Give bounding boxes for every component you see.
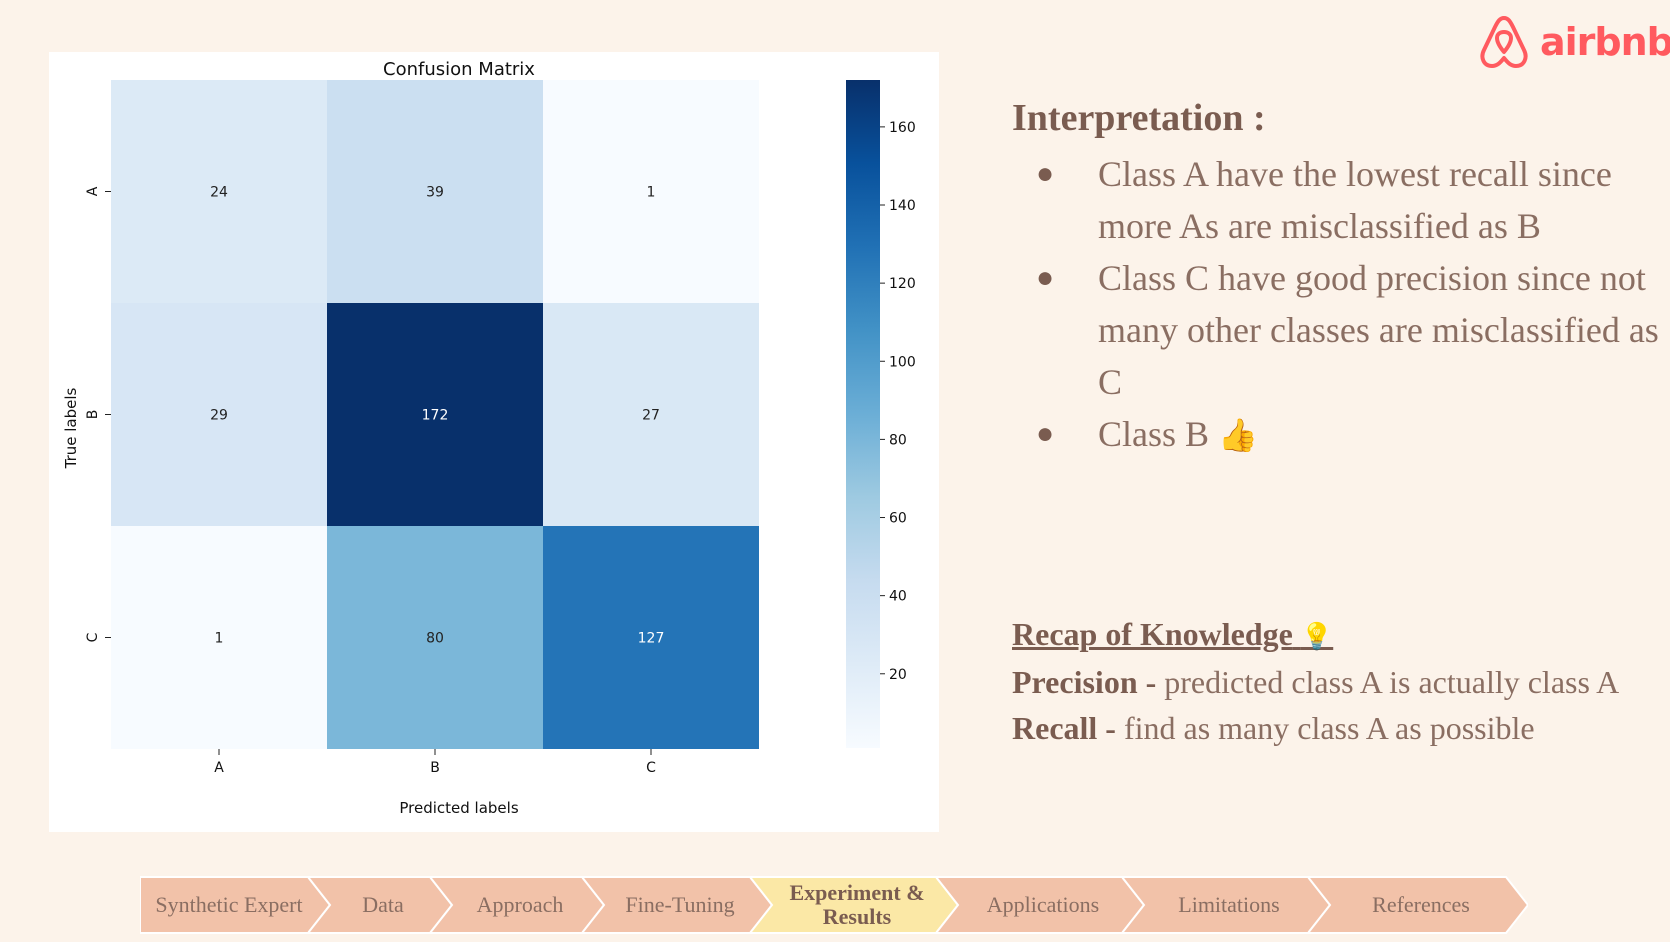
x-axis-label: Predicted labels (399, 799, 518, 817)
section-nav: Synthetic Expert Data Approach Fine-Tuning E… (140, 876, 1528, 934)
nav-step-label: Applications (986, 892, 1100, 917)
airbnb-belo-icon (1480, 16, 1528, 68)
cell-value-label: 172 (422, 408, 449, 424)
cell-value-label: 1 (215, 631, 224, 647)
x-tick-label: C (646, 760, 656, 776)
heatmap-cell (111, 303, 327, 526)
cell-value-label: 1 (647, 185, 656, 201)
y-tick-label: B (85, 410, 101, 420)
heatmap-cell (543, 303, 759, 526)
recap-definition: find as many class A as possible (1115, 710, 1535, 746)
heatmap-cell (327, 303, 543, 526)
nav-step-synthetic-expert[interactable]: Synthetic Expert (140, 876, 330, 934)
colorbar-tick-label: 140 (889, 198, 916, 214)
colorbar-tick-label: 20 (889, 667, 907, 683)
interpretation-text: Class C have good precision since not ma… (1098, 258, 1659, 402)
cell-value-label: 80 (426, 631, 444, 647)
interpretation-item: ● Class B 👍 (1012, 408, 1662, 461)
heatmap-cell (327, 80, 543, 303)
recap-precision: Precision - predicted class A is actuall… (1012, 659, 1662, 705)
recap-recall: Recall - find as many class A as possibl… (1012, 705, 1662, 751)
nav-step-label: References (1372, 892, 1470, 917)
interpretation-text: Class A have the lowest recall since mor… (1098, 154, 1612, 246)
y-tick-label: A (85, 186, 101, 196)
recap-section: Recap of Knowledge 💡 Precision - predict… (1012, 612, 1662, 751)
colorbar-tick-label: 60 (889, 511, 907, 527)
nav-step-label: Approach (476, 892, 564, 917)
colorbar-tick-label: 160 (889, 120, 916, 136)
cell-value-label: 29 (210, 408, 228, 424)
interpretation-title: Interpretation : (1012, 97, 1266, 139)
cell-value-label: 27 (642, 408, 660, 424)
nav-step-experiment-results[interactable]: Experiment & Results (750, 876, 958, 934)
colorbar-tick-label: 120 (889, 276, 916, 292)
nav-step-limitations[interactable]: Limitations (1122, 876, 1330, 934)
recap-title: Recap of Knowledge 💡 (1012, 612, 1662, 659)
thumbs-up-icon: 👍 (1218, 416, 1258, 454)
confusion-matrix-chart: Confusion Matrix 24 39 1 29 172 27 1 80 127 A B C A… (49, 52, 939, 832)
confusion-matrix-svg: Confusion Matrix 24 39 1 29 172 27 1 80 127 A B C A… (62, 59, 916, 817)
interpretation-item: ● Class A have the lowest recall since m… (1012, 148, 1662, 252)
nav-step-label: Fine-Tuning (625, 892, 735, 917)
cell-value-label: 39 (426, 185, 444, 201)
heatmap-cell (111, 80, 327, 303)
heatmap-cell (111, 526, 327, 749)
nav-step-approach[interactable]: Approach (430, 876, 604, 934)
colorbar-tick-label: 100 (889, 354, 916, 370)
interpretation-text: Class B (1098, 414, 1210, 454)
recap-term: Precision - (1012, 664, 1157, 700)
cell-value-label: 127 (638, 631, 665, 647)
y-axis-label: True labels (62, 387, 80, 469)
interpretation-list: ● Class A have the lowest recall since m… (1012, 148, 1662, 461)
lightbulb-icon: 💡 (1300, 622, 1334, 652)
cell-value-label: 24 (210, 185, 228, 201)
bullet-icon: ● (1036, 261, 1055, 294)
colorbar (846, 80, 880, 748)
heatmap-cell (543, 80, 759, 303)
bullet-icon: ● (1036, 417, 1055, 450)
recap-title-text: Recap of Knowledge (1012, 616, 1293, 652)
chart-title: Confusion Matrix (383, 59, 535, 80)
y-tick-label: C (85, 632, 101, 642)
nav-step-applications[interactable]: Applications (936, 876, 1144, 934)
nav-step-references[interactable]: References (1308, 876, 1528, 934)
nav-step-label: Synthetic Expert (155, 892, 303, 917)
chevron-shape (1308, 876, 1528, 934)
recap-term: Recall - (1012, 710, 1116, 746)
nav-step-fine-tuning[interactable]: Fine-Tuning (582, 876, 772, 934)
nav-step-label: Limitations (1178, 892, 1280, 917)
logo-text: airbnb (1540, 20, 1670, 64)
colorbar-tick-label: 80 (889, 432, 907, 448)
bullet-icon: ● (1036, 157, 1055, 190)
x-tick-label: A (214, 760, 224, 776)
nav-step-label: Experiment & Results (789, 880, 925, 929)
interpretation-item: ● Class C have good precision since not … (1012, 252, 1662, 408)
airbnb-logo: airbnb (1474, 12, 1670, 72)
nav-step-label: Data (362, 892, 404, 917)
colorbar-tick-label: 40 (889, 589, 907, 605)
recap-definition: predicted class A is actually class A (1156, 664, 1620, 700)
heatmap-cell (543, 526, 759, 749)
x-tick-label: B (430, 760, 440, 776)
heatmap-cell (327, 526, 543, 749)
